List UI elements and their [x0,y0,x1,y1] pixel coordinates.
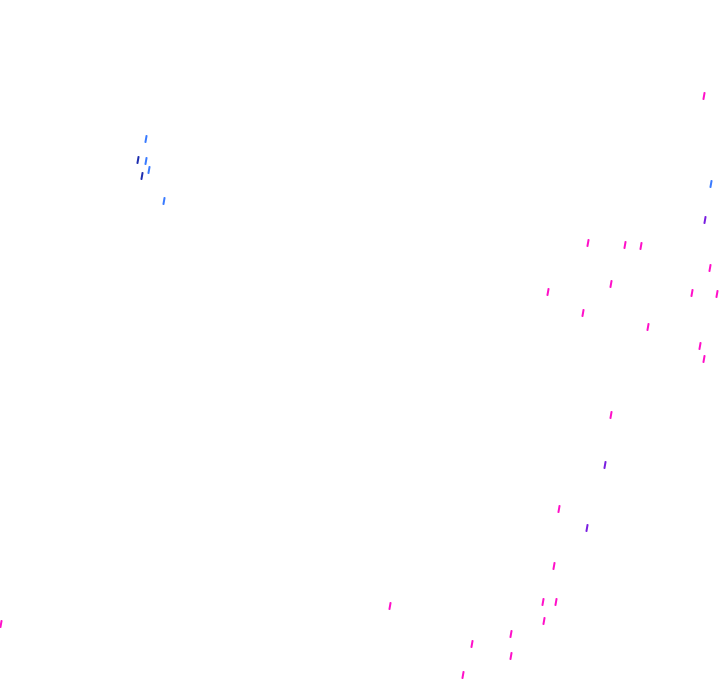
scatter-point [461,671,465,679]
scatter-point [581,309,585,317]
scatter-point [623,241,627,249]
points-layer [0,92,719,679]
scatter-point [542,617,546,625]
series-0 [144,135,713,205]
scatter-point [703,216,707,224]
scatter-point [509,652,513,660]
scatter-point [609,411,613,419]
scatter-point [603,461,607,469]
scatter-point [546,288,550,296]
series-3 [0,92,719,679]
scatter-point [698,342,702,350]
scatter-point [702,92,706,100]
scatter-point [0,620,3,628]
scatter-point [585,524,589,532]
scatter-point [715,290,719,298]
series-1 [136,156,144,180]
scatter-point [388,602,392,610]
scatter-point [140,172,144,180]
scatter-point [609,280,613,288]
scatter-point [136,156,140,164]
series-2 [585,216,707,532]
scatter-point [509,630,513,638]
scatter-point [586,239,590,247]
scatter-point [144,157,148,165]
scatter-point [702,355,706,363]
scatter-point [147,166,151,174]
scatter-point [144,135,148,143]
scatter-point [646,323,650,331]
scatter-point [554,598,558,606]
scatter-point [470,640,474,648]
scatter-point [690,289,694,297]
scatter-point [557,505,561,513]
scatter-point [541,598,545,606]
scatter-point [552,562,556,570]
scatter-point [709,180,713,188]
scatter-point [708,264,712,272]
scatter-point [639,242,643,250]
scatter-point [162,197,166,205]
